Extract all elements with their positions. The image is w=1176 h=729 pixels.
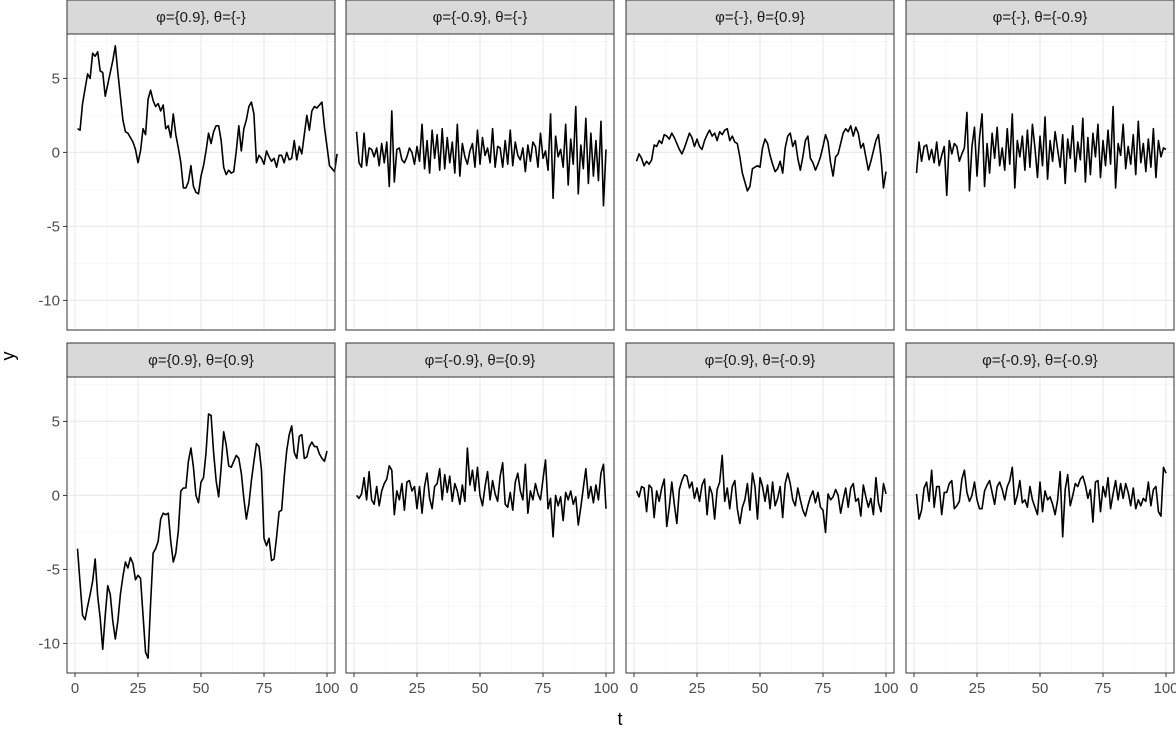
y-tick-label: -10 [38, 635, 60, 652]
x-tick-label: 100 [314, 680, 339, 697]
x-tick-label: 50 [752, 680, 769, 697]
series-line [355, 447, 607, 538]
facet-strip [625, 342, 895, 378]
x-tick-label: 25 [130, 680, 147, 697]
x-axis-title: t [617, 709, 622, 729]
facet-strip-label: φ={-0.9}, θ={-0.9} [982, 352, 1098, 369]
series-line [76, 413, 328, 660]
facet-strip-label: φ={-}, θ={0.9} [715, 9, 805, 26]
panel-border [625, 33, 895, 331]
y-tick-label: 0 [52, 144, 60, 161]
facet-panels: φ={0.9}, θ={-} φ={-0.9}, θ={-} φ={-}, θ={0… [66, 0, 1175, 674]
facet-strip [905, 342, 1175, 378]
x-tick-label: 0 [630, 680, 638, 697]
x-tick-label: 50 [193, 680, 210, 697]
y-axis-ticks-row-1: 5 0 -5 -10 [38, 70, 67, 309]
facet-panel-3: φ={-}, θ={0.9} [625, 0, 895, 331]
series-line [915, 105, 1167, 197]
series-line [915, 466, 1167, 538]
y-axis-ticks-row-2: 5 0 -5 -10 [38, 413, 67, 652]
facet-strip [625, 0, 895, 35]
y-tick-label: -10 [38, 292, 60, 309]
x-tick-label: 50 [1032, 680, 1049, 697]
facet-strip-label: φ={-0.9}, θ={-} [433, 9, 528, 26]
panel-border [345, 33, 615, 331]
facet-panel-7: φ={0.9}, θ={-0.9} [625, 342, 895, 674]
x-tick-label: 0 [350, 680, 358, 697]
x-tick-label: 25 [689, 680, 706, 697]
facet-panel-6: φ={-0.9}, θ={0.9} [345, 342, 615, 674]
y-tick-label: 0 [52, 487, 60, 504]
panel-border [905, 33, 1175, 331]
x-tick-label: 100 [873, 680, 898, 697]
x-tick-label: 50 [472, 680, 489, 697]
x-tick-label: 0 [910, 680, 918, 697]
y-tick-label: -5 [47, 218, 60, 235]
facet-strip-label: φ={0.9}, θ={-0.9} [705, 352, 816, 369]
x-tick-label: 0 [71, 680, 79, 697]
facet-strip [345, 342, 615, 378]
y-tick-label: -5 [47, 561, 60, 578]
facet-strip [66, 0, 336, 35]
x-tick-label: 100 [593, 680, 618, 697]
x-tick-label: 100 [1153, 680, 1176, 697]
y-tick-label: 5 [52, 413, 60, 430]
facet-panel-1: φ={0.9}, θ={-} [66, 0, 338, 331]
facet-strip [905, 0, 1175, 35]
y-tick-label: 5 [52, 70, 60, 87]
facet-panel-8: φ={-0.9}, θ={-0.9} [905, 342, 1175, 674]
y-axis-title: y [0, 352, 18, 361]
x-tick-label: 25 [969, 680, 986, 697]
series-line [77, 45, 338, 195]
panel-border [66, 33, 336, 331]
facet-strip-label: φ={0.9}, θ={0.9} [148, 352, 254, 369]
facet-strip-label: φ={-}, θ={-0.9} [993, 9, 1088, 26]
x-tick-label: 75 [256, 680, 273, 697]
facet-panel-4: φ={-}, θ={-0.9} [905, 0, 1175, 331]
series-line [355, 105, 607, 207]
x-tick-label: 75 [1095, 680, 1112, 697]
x-tick-label: 75 [815, 680, 832, 697]
x-tick-label: 25 [409, 680, 426, 697]
series-line [635, 454, 887, 534]
x-tick-label: 75 [535, 680, 552, 697]
series-line [635, 124, 887, 192]
facet-strip-label: φ={0.9}, θ={-} [156, 9, 246, 26]
x-axis-ticks: 0 25 50 75 100 0 25 50 75 100 0 25 50 75 100 0 25 50 75 100 [71, 673, 1176, 697]
facet-panel-5: φ={0.9}, θ={0.9} [66, 342, 336, 674]
facet-panel-2: φ={-0.9}, θ={-} [345, 0, 615, 331]
facet-strip-label: φ={-0.9}, θ={0.9} [425, 352, 536, 369]
